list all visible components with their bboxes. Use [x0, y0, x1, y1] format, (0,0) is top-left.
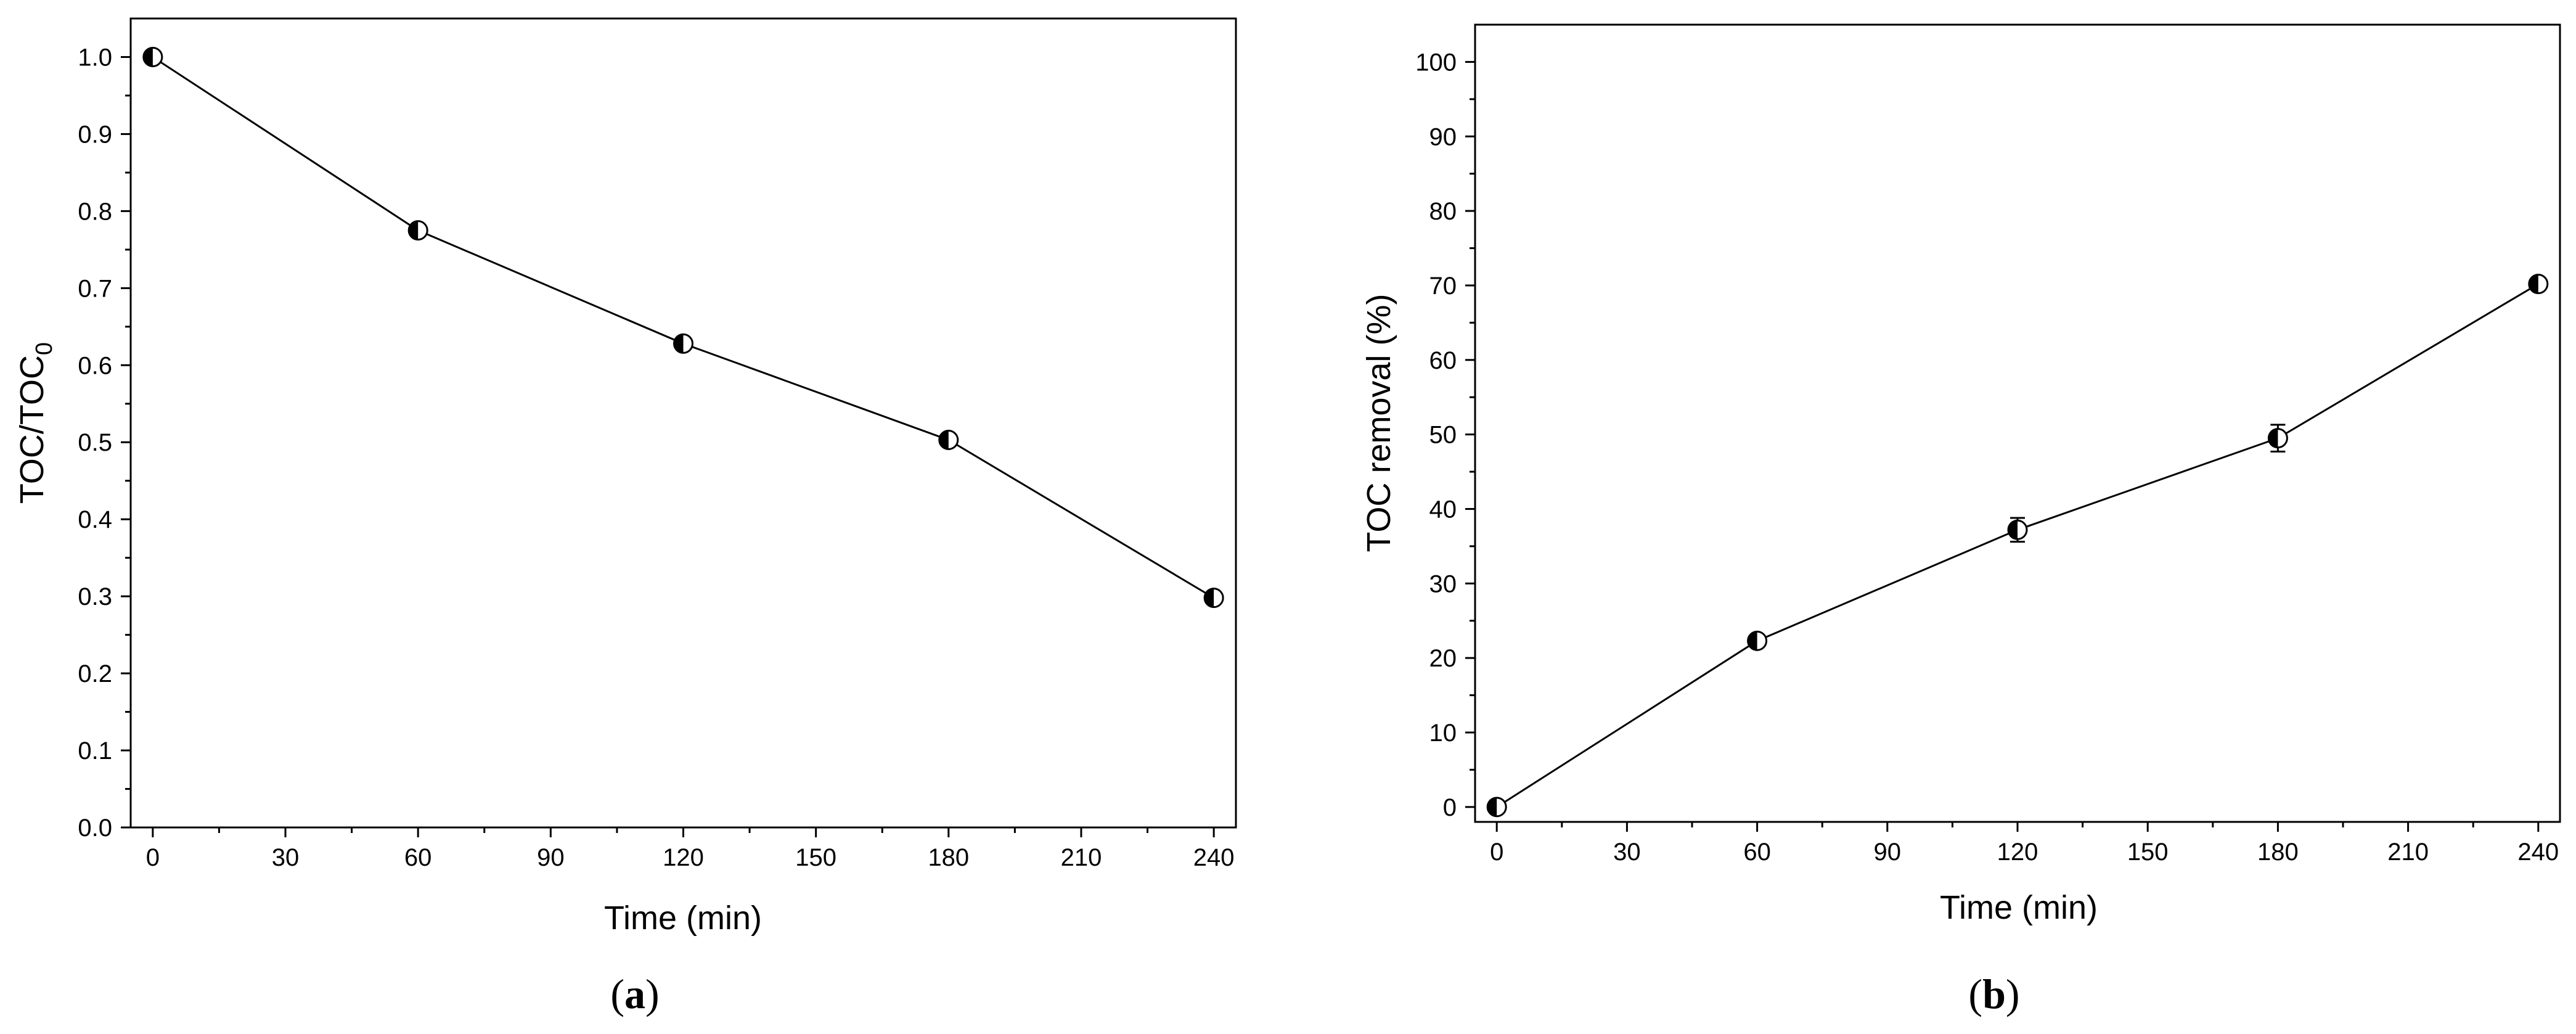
y-tick-label-b-6: 60	[1429, 347, 1457, 374]
y-tick-label-a-9: 0.9	[78, 121, 112, 148]
y-tick-label-b-2: 20	[1429, 645, 1457, 672]
y-tick-label-b-1: 10	[1429, 720, 1457, 747]
x-tick-label-a-2: 60	[404, 844, 432, 871]
panel-label-b: (b)	[1968, 970, 2019, 1017]
x-tick-label-b-4: 120	[1997, 839, 2038, 866]
y-tick-label-b-3: 30	[1429, 570, 1457, 597]
x-tick-label-a-3: 90	[537, 844, 565, 871]
y-tick-label-b-7: 70	[1429, 273, 1457, 300]
x-tick-label-a-4: 120	[663, 844, 704, 871]
y-axis-title-b: TOC removal (%)	[1360, 293, 1397, 552]
data-point-b-0	[1486, 797, 1507, 818]
data-point-b-3	[2267, 428, 2288, 449]
data-point-b-2	[2007, 519, 2028, 540]
y-tick-label-a-10: 1.0	[78, 44, 112, 71]
x-tick-label-a-5: 150	[795, 844, 836, 871]
x-tick-label-a-8: 240	[1193, 844, 1235, 871]
x-tick-label-a-1: 30	[272, 844, 300, 871]
panel-label-a-close: )	[645, 970, 660, 1017]
chart-panel-a: 0 30 60 90 120 150 180 210 240 0.00.10.20.30.40.…	[14, 17, 1237, 1017]
y-tick-label-b-10: 100	[1415, 49, 1457, 76]
x-tick-label-b-8: 240	[2517, 839, 2559, 866]
x-tick-label-a-6: 180	[928, 844, 969, 871]
panel-label-b-close: )	[2006, 970, 2020, 1017]
y-tick-label-b-9: 90	[1429, 123, 1457, 150]
y-axis-title-a: TOC/TOC0	[14, 342, 57, 504]
plot-frame-b	[1474, 23, 2561, 823]
x-tick-label-b-5: 150	[2127, 839, 2169, 866]
panel-label-a-letter: a	[624, 970, 645, 1017]
panel-label-b-letter: b	[1982, 970, 2006, 1017]
data-point-a-4	[1203, 588, 1224, 609]
data-point-a-1	[407, 220, 428, 241]
x-axis-title-a: Time (min)	[604, 900, 762, 937]
y-axis-ticks-a: 0.0 0.1 0.2 0.3 0.4 0.5 0.6 0.7 0.8 0.9 1.0	[78, 44, 131, 842]
panel-label-a-open: (	[610, 970, 624, 1017]
y-tick-label-a-8: 0.8	[78, 198, 112, 225]
x-axis-ticks-b: 0 30 60 90 120 150 180 210 240	[1490, 822, 2559, 866]
x-tick-label-b-6: 180	[2257, 839, 2299, 866]
y-axis-title-a-main: TOC/TOC	[14, 355, 51, 504]
data-point-b-1	[1747, 630, 1768, 651]
y-tick-label-b-4: 40	[1429, 496, 1457, 523]
x-axis-ticks-a: 0 30 60 90 120 150 180 210 240	[146, 827, 1235, 871]
panel-label-b-open: (	[1968, 970, 1982, 1017]
data-point-b-4	[2528, 274, 2549, 295]
y-tick-label-a-6: 0.6	[78, 352, 112, 379]
y-tick-label-a-2: 0.2	[78, 660, 112, 687]
data-point-a-0	[142, 46, 163, 67]
data-point-a-2	[673, 333, 693, 354]
y-axis-title-a-subscript: 0	[31, 342, 57, 355]
series-line-a	[152, 56, 1214, 599]
plot-frame-a	[129, 17, 1237, 829]
y-tick-label-a-1: 0.1	[78, 737, 112, 765]
y-tick-label-a-0: 0.0	[78, 814, 112, 842]
x-tick-label-b-7: 210	[2387, 839, 2429, 866]
y-axis-ticks-b: 0 10 20 30 40 50 60 70 80 90 100	[1415, 49, 1475, 821]
y-tick-label-a-3: 0.3	[78, 583, 112, 610]
series-line-b	[1496, 283, 2539, 808]
y-tick-label-a-7: 0.7	[78, 275, 112, 302]
chart-panel-b: 0 30 60 90 120 150 180 210 240 0 10 20 30 40 50 60 70 80…	[1360, 23, 2561, 1017]
y-tick-label-a-4: 0.4	[78, 506, 112, 533]
y-tick-label-b-0: 0	[1443, 794, 1457, 821]
series-b	[1486, 274, 2549, 818]
x-tick-label-b-1: 30	[1613, 839, 1641, 866]
y-tick-label-a-5: 0.5	[78, 429, 112, 456]
x-tick-label-b-3: 90	[1874, 839, 1902, 866]
x-tick-label-a-7: 210	[1061, 844, 1102, 871]
x-axis-title-b: Time (min)	[1940, 889, 2098, 926]
x-tick-label-b-0: 0	[1490, 839, 1503, 866]
panel-label-a: (a)	[610, 970, 659, 1017]
y-tick-label-b-5: 50	[1429, 422, 1457, 449]
x-tick-label-a-0: 0	[146, 844, 160, 871]
series-a	[142, 46, 1224, 609]
x-tick-label-b-2: 60	[1743, 839, 1771, 866]
data-point-a-3	[938, 429, 959, 450]
y-tick-label-b-8: 80	[1429, 198, 1457, 225]
